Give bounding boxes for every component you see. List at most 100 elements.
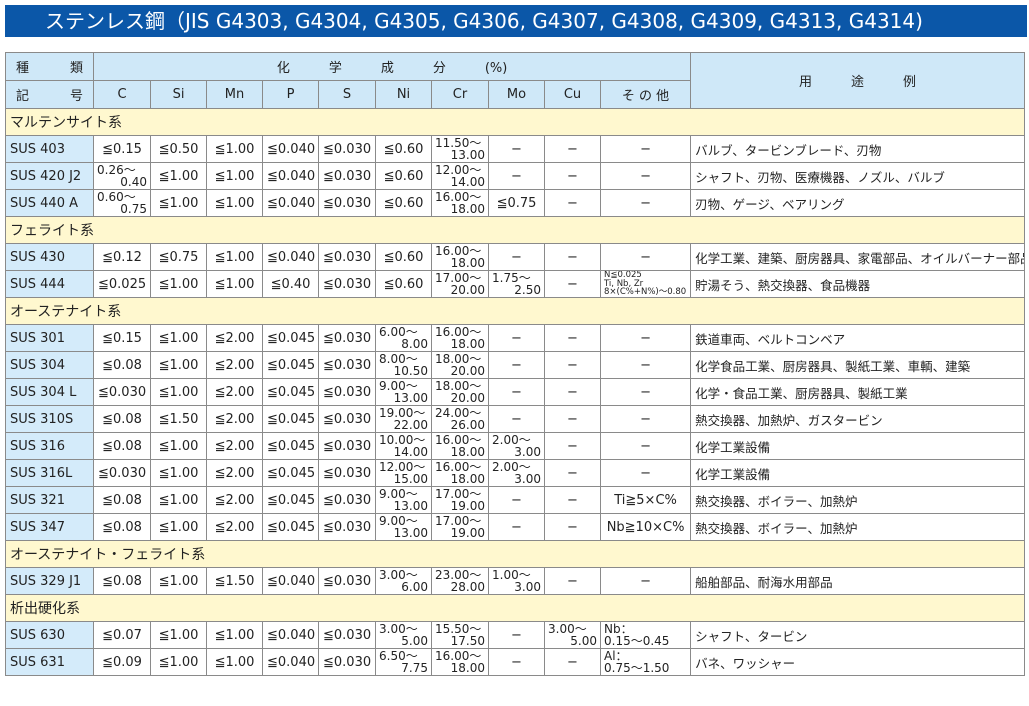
range-min: 16.00〜 <box>435 460 482 474</box>
range-max: 18.00 <box>450 472 485 486</box>
composition-cell: − <box>599 135 692 163</box>
composition-cell: 2.00〜 3.00 <box>488 432 545 460</box>
use-example: 化学・食品工業、厨房器具、製紙工業 <box>690 378 1025 406</box>
composition-cell: − <box>599 459 692 487</box>
column-header: S <box>318 80 376 109</box>
composition-cell: ≦0.040 <box>262 162 319 190</box>
range-max: 18.00 <box>450 337 485 351</box>
composition-cell: ≦1.00 <box>150 513 207 541</box>
composition-cell: 9.00〜 13.00 <box>375 378 432 406</box>
range-max: 0.75 <box>120 202 147 216</box>
composition-cell: 9.00〜 13.00 <box>375 513 432 541</box>
composition-cell: ≦1.00 <box>150 567 207 595</box>
table-row: SUS 630 ≦0.07 ≦1.00 ≦1.00 ≦0.040 ≦0.030 3.00〜 5… <box>5 621 1025 649</box>
composition-cell: − <box>599 351 692 379</box>
range-max: 0.40 <box>120 175 147 189</box>
range-max: 10.50 <box>393 364 428 378</box>
composition-cell: − <box>544 270 601 298</box>
table-row: SUS 321 ≦0.08 ≦1.00 ≦2.00 ≦0.045 ≦0.030 9.00〜 1… <box>5 486 1025 514</box>
range-max: 13.00 <box>393 391 428 405</box>
composition-cell: ≦0.08 <box>93 351 151 379</box>
composition-cell: − <box>488 486 545 514</box>
composition-cell: 12.00〜 15.00 <box>375 459 432 487</box>
grade-name: SUS 316 <box>5 432 94 460</box>
range-max: 14.00 <box>450 175 485 189</box>
symbol-header: 記号 <box>5 80 94 109</box>
composition-cell: 17.00〜 19.00 <box>431 513 489 541</box>
composition-cell: − <box>599 567 692 595</box>
range-max: 18.00 <box>450 202 485 216</box>
range-max: 20.00 <box>450 283 485 297</box>
composition-cell: ≦1.00 <box>206 135 263 163</box>
table-row: SUS 631 ≦0.09 ≦1.00 ≦1.00 ≦0.040 ≦0.030 6.50〜 7… <box>5 648 1025 676</box>
composition-cell: ≦0.030 <box>318 567 376 595</box>
composition-cell: ≦2.00 <box>206 432 263 460</box>
range-min: 3.00〜 <box>379 568 418 582</box>
composition-cell: ≦1.00 <box>150 486 207 514</box>
grade-name: SUS 304 <box>5 351 94 379</box>
composition-cell: 9.00〜 13.00 <box>375 486 432 514</box>
composition-cell: ≦1.00 <box>150 351 207 379</box>
chemical-composition-header: 化 学 成 分 (%) <box>92 52 692 81</box>
stainless-steel-table: 種類 化 学 成 分 (%) 用 途 例 記号 C Si Mn P S Ni Cr Mo Cu そ… <box>5 52 1025 676</box>
composition-cell: 3.00〜 6.00 <box>375 567 432 595</box>
section-row: オーステナイト・フェライト系 <box>5 540 1025 568</box>
composition-cell: − <box>544 135 601 163</box>
column-header: Si <box>150 80 207 109</box>
composition-cell: − <box>544 459 601 487</box>
range-min: 17.00〜 <box>435 487 482 501</box>
composition-cell: ≦0.030 <box>93 459 151 487</box>
column-header: C <box>93 80 151 109</box>
composition-cell: ≦0.040 <box>262 135 319 163</box>
composition-cell: 24.00〜 26.00 <box>431 405 489 433</box>
range-min: 9.00〜 <box>379 514 418 528</box>
composition-cell: 16.00〜 18.00 <box>431 432 489 460</box>
composition-cell: 6.00〜 8.00 <box>375 324 432 352</box>
range-min: 8.00〜 <box>379 352 418 366</box>
composition-cell: ≦1.00 <box>150 459 207 487</box>
range-min: 0.60〜 <box>97 190 136 204</box>
composition-cell: ≦0.60 <box>375 135 432 163</box>
column-header: Mo <box>488 80 545 109</box>
composition-cell: ≦0.030 <box>318 243 376 271</box>
range-min: 23.00〜 <box>435 568 482 582</box>
composition-cell: − <box>488 243 545 271</box>
composition-cell: ≦0.08 <box>93 486 151 514</box>
note-line: Ti, Nb, Zr <box>604 278 644 289</box>
composition-cell: ≦0.030 <box>318 189 376 217</box>
composition-cell: ≦0.040 <box>262 189 319 217</box>
use-example: 熱交換器、ボイラー、加熱炉 <box>690 486 1025 514</box>
composition-cell: ≦0.045 <box>262 459 319 487</box>
note-line: 8×(C%+N%)〜0.80 <box>604 287 687 298</box>
range-max: 14.00 <box>393 445 428 459</box>
composition-cell: N≦0.025 Ti, Nb, Zr 8×(C%+N%)〜0.80 <box>599 270 692 298</box>
grade-name: SUS 304 L <box>5 378 94 406</box>
range-max: 17.50 <box>450 634 485 648</box>
composition-cell: − <box>488 162 545 190</box>
composition-cell: ≦1.50 <box>150 405 207 433</box>
grade-name: SUS 347 <box>5 513 94 541</box>
note-line: N≦0.025 <box>604 270 642 281</box>
composition-cell: − <box>599 432 692 460</box>
section-row: 析出硬化系 <box>5 594 1025 622</box>
composition-cell: ≦0.030 <box>318 324 376 352</box>
table-row: SUS 430 ≦0.12 ≦0.75 ≦1.00 ≦0.040 ≦0.030 ≦0.60 1… <box>5 243 1025 271</box>
composition-cell: ≦0.045 <box>262 378 319 406</box>
use-example: 化学食品工業、厨房器具、製紙工業、車輌、建築 <box>690 351 1025 379</box>
composition-cell: ≦1.00 <box>206 648 263 676</box>
range-min: 6.50〜 <box>379 649 418 663</box>
range-max: 20.00 <box>450 364 485 378</box>
composition-cell: − <box>544 351 601 379</box>
range-max: 26.00 <box>450 418 485 432</box>
composition-cell: − <box>544 567 601 595</box>
composition-cell: ≦0.040 <box>262 648 319 676</box>
composition-cell: − <box>599 378 692 406</box>
use-example: 化学工業、建築、厨房器具、家電部品、オイルバーナー部品 <box>690 243 1025 271</box>
composition-cell: 16.00〜 18.00 <box>431 324 489 352</box>
kind-char: 種 <box>16 61 30 76</box>
composition-cell: − <box>599 243 692 271</box>
column-header: Mn <box>206 80 263 109</box>
table-row: SUS 310S ≦0.08 ≦1.50 ≦2.00 ≦0.045 ≦0.030 19.00… <box>5 405 1025 433</box>
composition-cell: ≦0.040 <box>262 567 319 595</box>
composition-cell: − <box>599 189 692 217</box>
